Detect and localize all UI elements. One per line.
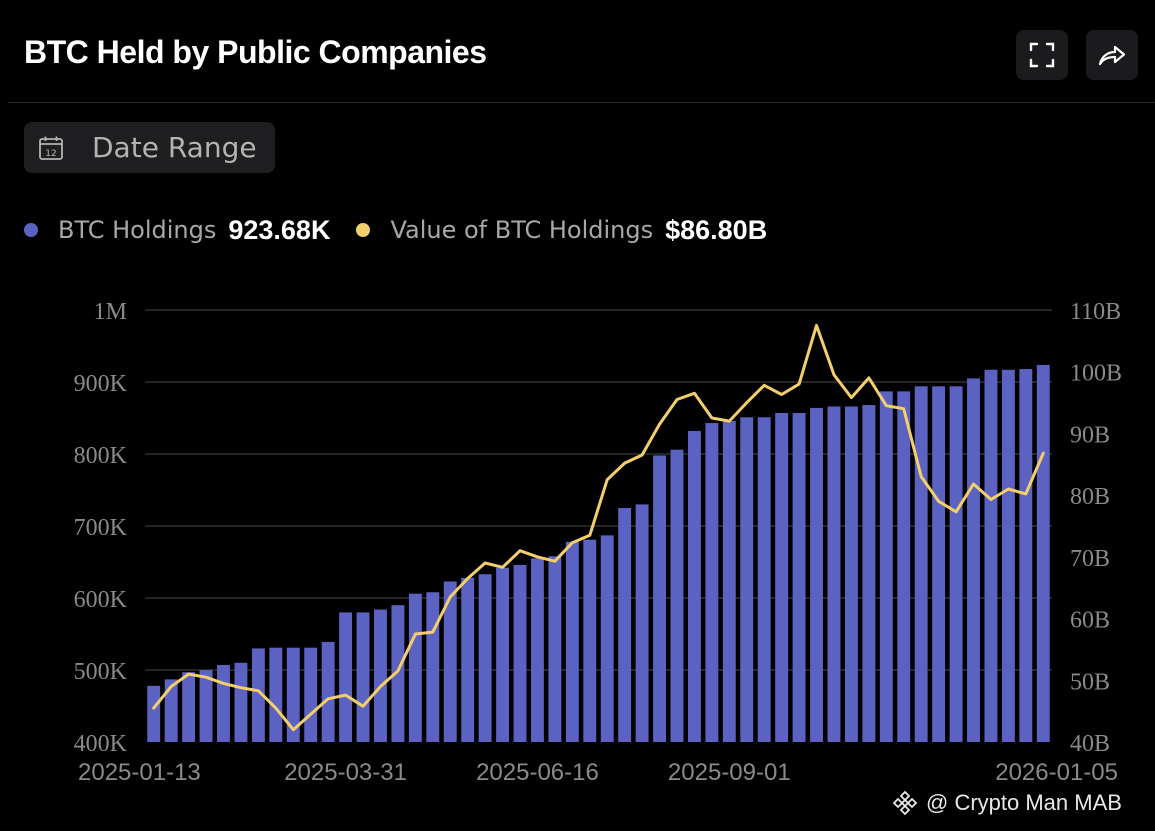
bar xyxy=(199,670,213,742)
calendar-icon: 12 xyxy=(39,136,63,160)
left-axis-tick-label: 900K xyxy=(74,371,128,397)
bar xyxy=(251,648,265,742)
x-axis-tick-label: 2025-03-31 xyxy=(284,759,407,786)
bar xyxy=(496,567,510,742)
bar xyxy=(321,641,335,742)
left-axis-tick-label: 600K xyxy=(74,587,128,613)
header-divider xyxy=(8,102,1155,103)
binance-diamond-icon xyxy=(892,790,918,816)
right-axis-tick-label: 50B xyxy=(1070,669,1110,695)
watermark: @ Crypto Man MAB xyxy=(892,790,1122,816)
bar xyxy=(914,386,928,742)
btc-value-line xyxy=(152,323,1045,732)
bar xyxy=(443,581,457,742)
bar xyxy=(722,420,736,742)
watermark-text: @ Crypto Man MAB xyxy=(926,790,1122,815)
bar xyxy=(705,423,719,742)
bar xyxy=(757,417,771,742)
bar xyxy=(827,406,841,742)
bar xyxy=(304,647,318,742)
btc-value-legend-label: Value of BTC Holdings xyxy=(390,216,654,244)
bar xyxy=(775,412,789,742)
date-range-button[interactable]: 12 Date Range xyxy=(24,122,275,173)
right-axis-tick-label: 70B xyxy=(1070,546,1110,572)
bar xyxy=(844,406,858,742)
bar xyxy=(949,386,963,742)
bar xyxy=(478,574,492,742)
page-title: BTC Held by Public Companies xyxy=(24,34,487,70)
bar xyxy=(897,391,911,742)
bar xyxy=(984,369,998,742)
bar xyxy=(217,664,230,742)
x-axis-tick-label: 2025-09-01 xyxy=(668,759,791,786)
bar xyxy=(565,541,579,742)
bar xyxy=(670,449,684,742)
right-axis-tick-label: 60B xyxy=(1070,608,1110,634)
bar xyxy=(391,605,405,742)
bar xyxy=(339,612,353,742)
share-button[interactable] xyxy=(1086,30,1138,80)
bar xyxy=(862,405,876,742)
bar xyxy=(234,662,248,742)
bar xyxy=(1019,369,1033,742)
bar xyxy=(356,612,370,742)
bar xyxy=(530,558,544,742)
bar xyxy=(1001,369,1015,742)
btc-value-legend-dot xyxy=(356,223,371,237)
bar xyxy=(1036,364,1050,742)
bar xyxy=(408,593,422,742)
bar xyxy=(600,535,614,742)
bar xyxy=(164,679,178,742)
fullscreen-button[interactable] xyxy=(1016,30,1068,80)
left-axis-tick-label: 1M xyxy=(94,299,127,325)
left-axis-tick-label: 700K xyxy=(74,515,128,541)
bar xyxy=(548,556,562,742)
bar xyxy=(635,504,649,742)
svg-text:12: 12 xyxy=(45,149,56,159)
right-axis-tick-label: 40B xyxy=(1070,731,1110,757)
bar xyxy=(653,455,667,742)
left-axis-tick-label: 800K xyxy=(74,443,128,469)
x-axis-tick-label: 2025-06-16 xyxy=(476,759,599,786)
bar xyxy=(269,647,283,742)
bar xyxy=(967,378,980,742)
bar xyxy=(740,417,754,742)
x-axis-tick-label: 2025-01-13 xyxy=(78,759,201,786)
bar xyxy=(932,386,946,742)
btc-holdings-legend-dot xyxy=(24,223,38,237)
bar xyxy=(687,430,701,742)
chart-legend: BTC Holdings 923.68K Value of BTC Holdin… xyxy=(24,210,793,250)
right-axis-tick-label: 110B xyxy=(1070,299,1121,325)
bar xyxy=(374,609,387,742)
bar xyxy=(286,647,300,742)
right-axis-tick-label: 90B xyxy=(1070,422,1110,448)
share-icon xyxy=(1098,45,1126,66)
left-axis-tick-label: 400K xyxy=(74,731,128,757)
x-axis-tick-label: 2026-01-05 xyxy=(995,759,1118,786)
fullscreen-icon xyxy=(1029,42,1055,68)
bar xyxy=(583,539,597,742)
bar xyxy=(426,592,440,742)
bar xyxy=(879,391,893,742)
bar xyxy=(461,577,475,742)
bar xyxy=(513,564,527,742)
btc-holdings-legend-value: 923.68K xyxy=(228,214,331,245)
bar xyxy=(792,412,806,742)
btc-holdings-legend-label: BTC Holdings xyxy=(58,216,217,244)
bar xyxy=(618,508,632,742)
left-axis-tick-label: 500K xyxy=(74,659,128,685)
date-range-label: Date Range xyxy=(92,131,257,164)
bar xyxy=(182,672,196,742)
right-axis-tick-label: 80B xyxy=(1070,484,1110,510)
bar xyxy=(810,407,823,742)
right-axis-tick-label: 100B xyxy=(1070,361,1122,387)
bar xyxy=(147,685,161,742)
btc-value-legend-value: $86.80B xyxy=(665,214,768,245)
